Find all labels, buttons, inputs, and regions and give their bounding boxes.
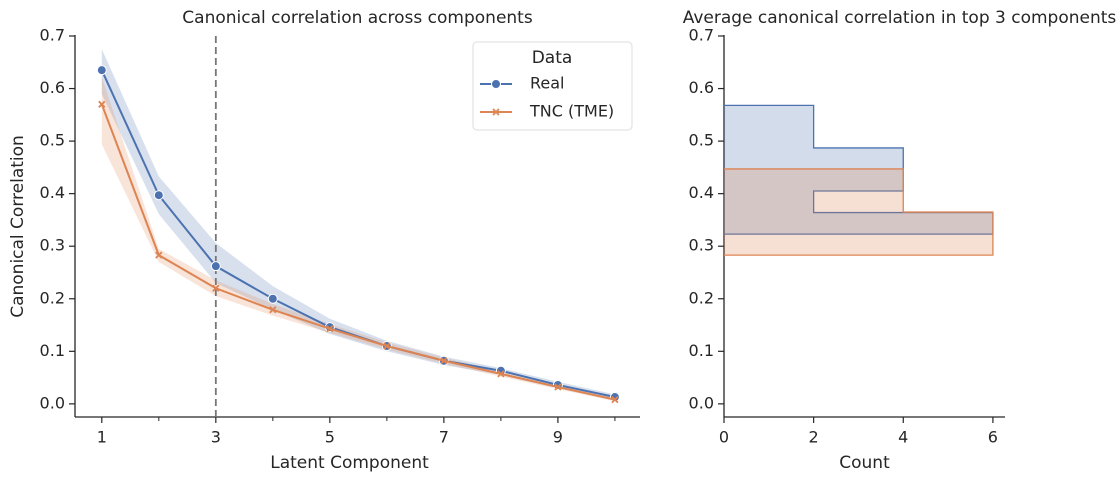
x-axis-label: Latent Component [270,453,429,473]
histogram-bar [724,233,993,256]
line [100,103,616,401]
y-tick-label: 0.5 [689,131,714,150]
histogram-bar [724,212,993,234]
marker [269,306,277,314]
marker [210,261,221,272]
marker [326,325,334,333]
histogram-bar [724,147,904,170]
marker [611,396,619,404]
histogram-bar [724,168,904,191]
y-tick-label: 0.5 [40,131,65,150]
marker [153,190,164,201]
y-axis-label: Canonical Correlation [8,135,28,318]
marker [554,383,562,391]
y-tick-label: 0.0 [40,393,65,412]
histogram-bar [724,169,904,192]
step-outline [724,168,994,256]
y-tick-label: 0.2 [40,288,65,307]
x-tick-label: 0 [719,428,729,447]
legend-title: Data [532,48,573,68]
y-tick-label: 0.3 [40,236,65,255]
y-tick-label: 0.4 [40,183,65,202]
marker [440,357,448,365]
y-tick-label: 0.6 [40,78,65,97]
histogram-bar [724,191,814,213]
x-axis-label: Count [839,453,890,473]
legend-label: Real [530,74,565,93]
chart-title: Average canonical correlation in top 3 c… [683,8,1117,28]
marker [98,100,106,108]
legend-marker [491,79,501,89]
y-tick-label: 0.7 [689,26,714,45]
marker [267,293,278,304]
y-tick-label: 0.1 [689,341,714,360]
marker [155,251,163,259]
y-tick-label: 0.7 [40,26,65,45]
x-tick-label: 2 [809,428,819,447]
marker [497,370,505,378]
marker [383,342,391,350]
y-tick-label: 0.6 [689,78,714,97]
y-tick-label: 0.1 [40,341,65,360]
legend-box [472,41,633,131]
x-tick-label: 7 [439,428,449,447]
legend-marker [492,108,500,116]
histogram-bar [724,212,993,235]
x-tick-label: 1 [97,428,107,447]
histogram-bar [724,126,814,148]
y-tick-label: 0.0 [689,393,714,412]
marker [212,284,220,292]
x-tick-label: 9 [553,428,563,447]
x-tick-label: 5 [325,428,335,447]
y-tick-label: 0.3 [689,236,714,255]
x-tick-label: 3 [211,428,221,447]
chart-title: Canonical correlation across components [182,8,533,28]
histogram-bar [724,105,814,127]
marker [96,65,107,76]
x-tick-label: 4 [898,428,908,447]
x-tick-label: 6 [988,428,998,447]
legend-label: TNC (TME) [529,102,614,121]
histogram-bar [724,190,904,213]
y-tick-label: 0.2 [689,288,714,307]
y-tick-label: 0.4 [689,183,714,202]
